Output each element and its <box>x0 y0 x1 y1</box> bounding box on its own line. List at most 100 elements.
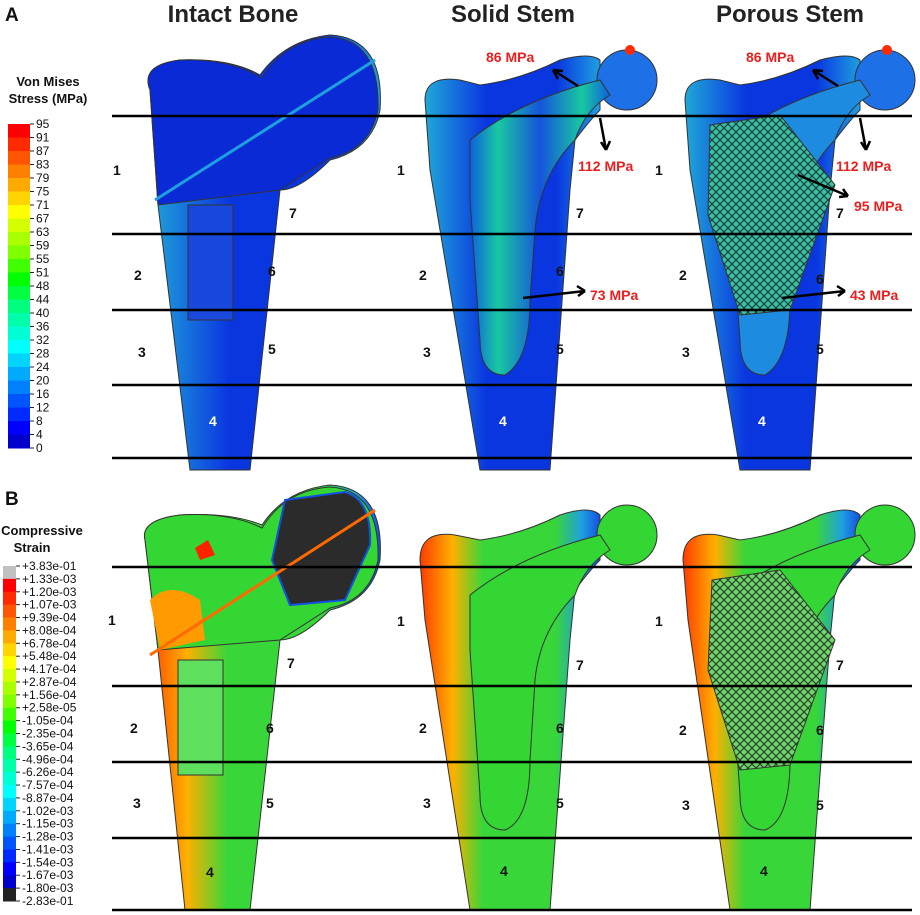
zone-label: 2 <box>679 722 687 738</box>
legend-colorbar <box>3 566 16 902</box>
legend-swatch <box>8 380 30 395</box>
legend-tick-label: -1.15e-03 <box>22 817 74 831</box>
zone-label: 6 <box>816 271 824 287</box>
legend-tick-label: 75 <box>36 185 50 199</box>
legend-swatch <box>3 578 16 593</box>
legend-tick-label: 48 <box>36 279 50 293</box>
legend-swatch <box>3 862 16 876</box>
section-lines <box>112 114 912 912</box>
legend-tick-label: 44 <box>36 293 50 307</box>
zone-label: 2 <box>679 267 687 283</box>
legend-swatch <box>8 367 30 381</box>
legend-tick-label: +6.78e-04 <box>22 636 77 650</box>
femur-intact-strain <box>143 484 381 911</box>
zone-label: 1 <box>108 612 116 628</box>
legend-swatch <box>8 353 30 368</box>
zone-label: 7 <box>289 205 297 221</box>
legend-tick-label: 63 <box>36 225 50 239</box>
stress-label: 86 MPa <box>486 49 534 65</box>
legend-swatch <box>3 669 16 683</box>
legend-tick-label: 8 <box>36 414 43 428</box>
zone-label: 3 <box>133 795 141 811</box>
zone-label: 1 <box>655 162 663 178</box>
arrow-icon <box>598 117 612 151</box>
femur-solid-stem-strain <box>419 504 658 911</box>
zone-label: 5 <box>816 797 824 813</box>
legend-tick-label: +1.56e-04 <box>22 688 77 702</box>
legend-swatch <box>3 566 16 580</box>
legend-swatch <box>8 124 30 138</box>
panel-a <box>147 34 916 471</box>
legend-title: Strain <box>14 540 51 555</box>
femur-solid-stem-stress <box>424 45 658 471</box>
zone-label: 4 <box>499 413 507 429</box>
legend-swatch <box>3 759 16 773</box>
femur-intact-stress <box>147 34 381 471</box>
zone-label: 6 <box>556 263 564 279</box>
legend-swatch <box>8 421 30 435</box>
legend-stress: Von Mises Stress (MPa) 95918783797571676… <box>8 74 87 455</box>
zone-label: 5 <box>556 341 564 357</box>
legend-swatch <box>3 733 16 747</box>
arrow-icon <box>797 173 850 199</box>
legend-tick-label: -3.65e-04 <box>22 739 74 753</box>
legend-swatch <box>8 286 30 300</box>
legend-swatch <box>8 326 30 341</box>
zone-label: 7 <box>836 657 844 673</box>
legend-swatch <box>3 836 16 850</box>
legend-swatch <box>3 785 16 799</box>
zone-label: 5 <box>266 795 274 811</box>
zone-label: 1 <box>397 162 405 178</box>
legend-swatch <box>8 178 30 192</box>
legend-swatch <box>8 205 30 219</box>
stress-label: 112 MPa <box>836 158 891 174</box>
legend-tick-label: 24 <box>36 360 50 374</box>
legend-swatch <box>3 810 16 825</box>
panel-label-a: A <box>5 5 19 26</box>
legend-tick-label: 28 <box>36 347 50 361</box>
legend-swatch <box>3 630 16 644</box>
legend-ticks: 9591878379757167635955514844403632282420… <box>30 117 50 455</box>
legend-tick-label: -1.54e-03 <box>22 855 74 869</box>
legend-swatch <box>8 394 30 408</box>
femur-porous-stem-strain <box>682 504 916 911</box>
legend-tick-label: +8.08e-04 <box>22 623 77 637</box>
legend-tick-label: 4 <box>36 428 43 442</box>
zone-label: 2 <box>134 267 142 283</box>
legend-ticks: +3.83e-01+1.33e-03+1.20e-03+1.07e-03+9.3… <box>16 559 77 908</box>
legend-swatch <box>8 245 30 260</box>
legend-swatch <box>3 720 16 734</box>
zone-label: 4 <box>209 413 217 429</box>
legend-swatch <box>8 407 30 422</box>
panel-label-b: B <box>5 489 19 510</box>
legend-tick-label: -2.35e-04 <box>22 727 74 741</box>
legend-tick-label: 55 <box>36 252 50 266</box>
zone-label: 7 <box>836 205 844 221</box>
legend-swatch <box>3 707 16 722</box>
legend-swatch <box>8 340 30 354</box>
legend-tick-label: 12 <box>36 401 50 415</box>
legend-swatch <box>3 656 16 670</box>
legend-tick-label: -6.26e-04 <box>22 765 74 779</box>
legend-tick-label: -2.83e-01 <box>22 894 74 908</box>
legend-swatch <box>8 434 30 449</box>
zone-label: 3 <box>682 344 690 360</box>
legend-tick-label: +3.83e-01 <box>22 559 77 573</box>
legend-tick-label: -1.28e-03 <box>22 830 74 844</box>
legend-tick-label: -1.02e-03 <box>22 804 74 818</box>
zone-label: 7 <box>576 657 584 673</box>
legend-swatch <box>3 617 16 631</box>
zone-label: 5 <box>268 341 276 357</box>
legend-swatch <box>3 604 16 619</box>
legend-tick-label: 36 <box>36 320 50 334</box>
legend-swatch <box>8 164 30 179</box>
legend-title: Compressive <box>1 523 83 538</box>
legend-tick-label: 59 <box>36 239 50 253</box>
legend-strain: Compressive Strain +3.83e-01+1.33e-03+1.… <box>1 523 83 908</box>
legend-colorbar <box>8 124 30 449</box>
legend-title: Von Mises <box>16 74 79 89</box>
legend-swatch <box>8 151 30 165</box>
zone-label: 7 <box>576 205 584 221</box>
zone-label: 4 <box>500 863 508 879</box>
legend-title: Stress (MPa) <box>9 91 88 106</box>
